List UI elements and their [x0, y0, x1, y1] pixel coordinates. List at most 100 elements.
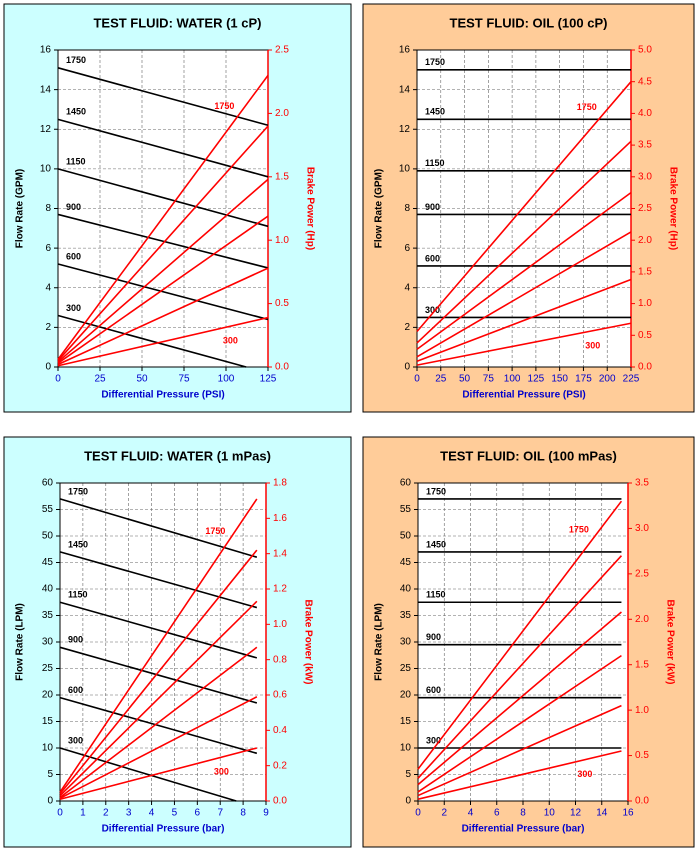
y-tick-label: 60 [400, 478, 412, 489]
y2-tick-label: 0.8 [273, 654, 287, 665]
series-line [417, 704, 622, 797]
y2-tick-label: 3.5 [635, 478, 649, 489]
x-axis-label: Differential Pressure (bar) [462, 824, 585, 835]
series-label: 300 [68, 735, 83, 745]
series-line [59, 601, 258, 659]
x-tick-label: 75 [178, 374, 190, 385]
chart-title: TEST FLUID: OIL (100 cP) [450, 15, 608, 30]
x-tick-label: 6 [494, 808, 500, 819]
series-line [59, 696, 258, 755]
series-line [57, 213, 269, 269]
y-tick-label: 2 [404, 322, 410, 333]
x-axis-label: Differential Pressure (PSI) [462, 390, 585, 401]
y-tick-label: 14 [40, 84, 52, 95]
x-tick-label: 125 [528, 374, 545, 385]
y2-tick-label: 0.5 [638, 330, 652, 341]
series-label: 1150 [68, 590, 88, 600]
series-label: 300 [426, 735, 441, 745]
series-line [57, 168, 269, 228]
x-tick-label: 2 [103, 808, 109, 819]
x-tick-label: 0 [57, 808, 63, 819]
series-line [417, 654, 622, 793]
y2-tick-label: 1.5 [275, 171, 289, 182]
y-tick-label: 0 [45, 362, 51, 373]
series-label: 1450 [425, 107, 445, 117]
y-tick-label: 8 [45, 203, 51, 214]
series-line [416, 322, 632, 366]
y2-tick-label: 0.5 [635, 750, 649, 761]
x-tick-label: 10 [544, 808, 556, 819]
y-tick-label: 35 [400, 610, 412, 621]
y2-axis-label: Brake Power (kW) [302, 599, 313, 684]
x-tick-label: 8 [240, 808, 246, 819]
y2-tick-label: 1.0 [638, 298, 652, 309]
y-axis-label: Flow Rate (LPM) [374, 603, 385, 681]
series-label: 1750 [426, 486, 446, 496]
y-tick-label: 10 [399, 164, 411, 175]
chart-title: TEST FLUID: OIL (100 mPas) [440, 448, 617, 463]
y-tick-label: 12 [40, 124, 52, 135]
y2-tick-label: 0.2 [273, 760, 287, 771]
y2-tick-label: 2.5 [275, 45, 289, 56]
y-tick-label: 25 [400, 663, 412, 674]
series-line [57, 74, 269, 360]
series-line [59, 600, 258, 797]
x-tick-label: 25 [94, 374, 106, 385]
series-line [416, 192, 632, 350]
y2-tick-label: 2.0 [275, 108, 289, 119]
y-tick-label: 2 [45, 322, 51, 333]
series-line [417, 750, 622, 800]
y-tick-label: 14 [399, 84, 411, 95]
x-tick-label: 125 [260, 374, 277, 385]
series-line [59, 551, 258, 609]
x-tick-label: 8 [520, 808, 526, 819]
y2-axis-label: Brake Power (kW) [664, 599, 675, 684]
series-label: 1150 [425, 158, 445, 168]
y2-axis-label: Brake Power (Hp) [667, 167, 678, 250]
x-axis-label: Differential Pressure (PSI) [101, 390, 224, 401]
x-tick-label: 0 [55, 374, 61, 385]
y-tick-label: 20 [42, 690, 54, 701]
series-line [57, 67, 269, 127]
series-label: 600 [66, 251, 81, 261]
y2-tick-label: 4.5 [638, 76, 652, 87]
y-tick-label: 0 [47, 796, 53, 807]
y2-tick-label: 5.0 [638, 45, 652, 56]
series-label: 1750 [214, 101, 234, 111]
y-axis-label: Flow Rate (GPM) [374, 169, 385, 248]
y-tick-label: 40 [42, 584, 54, 595]
y-tick-label: 4 [404, 282, 410, 293]
x-tick-label: 12 [570, 808, 582, 819]
y2-tick-label: 2.5 [635, 568, 649, 579]
chart-title: TEST FLUID: WATER (1 cP) [93, 15, 261, 30]
series-label: 1750 [66, 55, 86, 65]
x-tick-label: 9 [263, 808, 269, 819]
y-tick-label: 25 [42, 663, 54, 674]
x-tick-label: 7 [217, 808, 223, 819]
series-line [416, 278, 632, 363]
series-line [417, 611, 622, 786]
y2-tick-label: 1.6 [273, 513, 287, 524]
x-tick-label: 5 [172, 808, 178, 819]
series-line [59, 549, 258, 795]
y-tick-label: 8 [404, 203, 410, 214]
y2-tick-label: 1.8 [273, 478, 287, 489]
series-label: 600 [68, 685, 83, 695]
y-tick-label: 4 [45, 282, 51, 293]
series-line [416, 231, 632, 358]
y2-tick-label: 0.0 [275, 362, 289, 373]
series-line [57, 263, 269, 321]
y-tick-label: 55 [42, 504, 54, 515]
series-line [416, 140, 632, 344]
y2-tick-label: 1.2 [273, 584, 287, 595]
series-label: 1150 [426, 590, 446, 600]
x-tick-label: 175 [575, 374, 592, 385]
y2-tick-label: 2.5 [638, 203, 652, 214]
x-tick-label: 200 [599, 374, 616, 385]
y-tick-label: 20 [400, 690, 412, 701]
series-label: 900 [425, 202, 440, 212]
y-tick-label: 6 [45, 243, 51, 254]
x-tick-label: 0 [415, 808, 421, 819]
y-tick-label: 5 [405, 769, 411, 780]
series-label: 300 [585, 340, 600, 350]
